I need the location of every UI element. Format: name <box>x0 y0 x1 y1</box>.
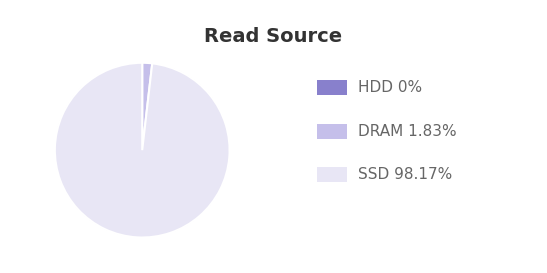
Text: HDD 0%: HDD 0% <box>358 80 422 95</box>
FancyBboxPatch shape <box>314 122 351 140</box>
Text: Read Source: Read Source <box>205 27 342 46</box>
Wedge shape <box>55 63 230 238</box>
FancyBboxPatch shape <box>314 166 351 184</box>
FancyBboxPatch shape <box>314 78 351 96</box>
Text: SSD 98.17%: SSD 98.17% <box>358 167 452 182</box>
Wedge shape <box>142 63 152 150</box>
Text: DRAM 1.83%: DRAM 1.83% <box>358 124 457 138</box>
